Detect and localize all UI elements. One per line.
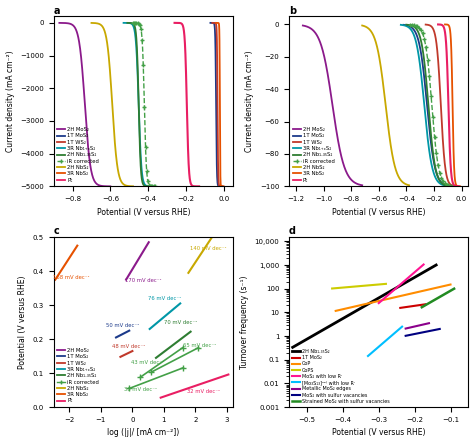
Text: d: d [289,226,296,237]
Text: 168 mV dec⁻¹: 168 mV dec⁻¹ [53,275,90,280]
Legend: 2H MoS₂, 1T MoS₂, 1T WS₂, 3R Nb₁₊ₓS₂, 2H Nb₁.₃₅S₂, iR corrected, 2H NbS₂, 3R NbS: 2H MoS₂, 1T MoS₂, 1T WS₂, 3R Nb₁₊ₓS₂, 2H… [56,347,100,404]
Legend: 2H MoS₂, 1T MoS₂, 1T WS₂, 3R Nb₁₊ₓS₂, 2H Nb₁.₃₅S₂, iR corrected, 2H NbS₂, 3R NbS: 2H MoS₂, 1T MoS₂, 1T WS₂, 3R Nb₁₊ₓS₂, 2H… [292,126,336,184]
Legend: 2H Nb₁.₃₅S₂, 1T MoS₂, CoP, CoPS, MoS₂ with low Rᴵ, [Mo₃S₁₃]ⁿ²⁾ with low Rᴵ, Meta: 2H Nb₁.₃₅S₂, 1T MoS₂, CoP, CoPS, MoS₂ wi… [292,348,391,405]
Text: b: b [289,6,296,16]
Y-axis label: Turnover frequency (s⁻¹): Turnover frequency (s⁻¹) [240,276,249,369]
X-axis label: log (|j|/ [mA cm⁻²]): log (|j|/ [mA cm⁻²]) [107,428,180,437]
Text: 43 mV dec⁻¹: 43 mV dec⁻¹ [131,360,164,365]
Y-axis label: Current density (mA cm⁻²): Current density (mA cm⁻²) [246,51,255,152]
Y-axis label: Current density (mA cm⁻²): Current density (mA cm⁻²) [6,51,15,152]
Legend: 2H MoS₂, 1T MoS₂, 1T WS₂, 3R Nb₁₊ₓS₂, 2H Nb₁.₃₅S₂, iR corrected, 2H NbS₂, 3R NbS: 2H MoS₂, 1T MoS₂, 1T WS₂, 3R Nb₁₊ₓS₂, 2H… [56,126,100,184]
Text: 65 mV dec⁻¹: 65 mV dec⁻¹ [183,342,217,348]
Text: 76 mV dec⁻¹: 76 mV dec⁻¹ [148,296,181,301]
Text: c: c [54,226,59,237]
Text: 140 mV dec⁻¹: 140 mV dec⁻¹ [190,246,226,251]
Text: a: a [54,6,60,16]
X-axis label: Potential (V versus RHE): Potential (V versus RHE) [97,208,190,217]
Text: 70 mV dec⁻¹: 70 mV dec⁻¹ [164,319,197,325]
X-axis label: Potential (V versus RHE): Potential (V versus RHE) [332,428,426,437]
Text: 170 mV dec⁻¹: 170 mV dec⁻¹ [125,278,161,283]
Text: 50 mV dec⁻¹: 50 mV dec⁻¹ [106,323,139,328]
Text: 48 mV dec⁻¹: 48 mV dec⁻¹ [112,344,145,349]
X-axis label: Potential (V versus RHE): Potential (V versus RHE) [332,208,426,217]
Text: 32 mV dec⁻¹: 32 mV dec⁻¹ [187,389,220,394]
Text: 38 mV dec⁻¹: 38 mV dec⁻¹ [124,387,156,392]
Y-axis label: Potential (V versus RHE): Potential (V versus RHE) [18,276,27,369]
